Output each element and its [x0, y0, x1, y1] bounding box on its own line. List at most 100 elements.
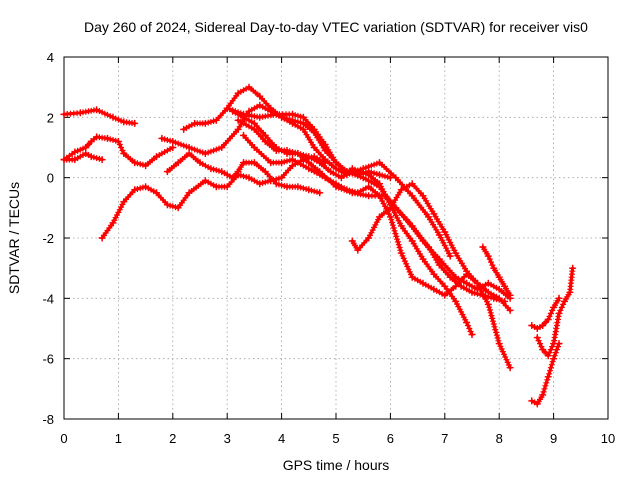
data-point — [408, 222, 416, 230]
data-point — [397, 186, 405, 194]
data-point — [109, 219, 117, 227]
x-tick-label: 2 — [169, 431, 176, 446]
data-point — [463, 279, 471, 287]
data-point — [484, 288, 492, 296]
data-point — [278, 159, 286, 167]
data-point — [201, 150, 209, 157]
y-axis-label: SDTVAR / TECUs — [6, 182, 22, 294]
data-point — [430, 270, 438, 278]
series-s8 — [223, 104, 514, 302]
y-tick-labels: -8 -6 -4 -2 0 2 4 — [42, 50, 54, 427]
grid — [64, 57, 608, 419]
data-point — [430, 210, 438, 218]
data-point — [555, 294, 563, 302]
data-point — [289, 110, 296, 118]
data-point — [354, 246, 362, 254]
data-point — [261, 131, 269, 139]
x-tick-label: 10 — [601, 431, 615, 446]
data-point — [212, 183, 220, 191]
data-point — [256, 180, 264, 188]
data-point — [484, 300, 492, 308]
data-point — [163, 168, 171, 176]
data-point — [201, 177, 209, 185]
data-point — [261, 168, 269, 176]
data-point — [446, 273, 454, 281]
data-point — [473, 279, 481, 287]
data-point — [185, 189, 193, 197]
data-point — [71, 156, 79, 164]
data-point — [256, 101, 264, 109]
data-point — [163, 201, 171, 209]
data-point — [365, 192, 373, 200]
data-point — [463, 267, 471, 275]
data-point — [131, 159, 139, 167]
data-point — [441, 228, 449, 236]
data-point — [348, 165, 356, 173]
data-point — [256, 92, 264, 100]
data-point — [71, 148, 79, 156]
data-point — [501, 282, 509, 290]
data-point — [495, 285, 503, 293]
data-point — [539, 391, 547, 399]
data-point — [533, 400, 541, 408]
data-point — [316, 189, 324, 197]
series-s13 — [479, 243, 514, 299]
data-point — [153, 153, 160, 161]
data-point — [533, 325, 541, 332]
data-point — [452, 282, 460, 290]
data-point — [131, 186, 139, 194]
data-point — [245, 174, 253, 182]
data-point — [343, 186, 351, 194]
y-tick-label: -4 — [42, 291, 54, 306]
data-point — [283, 183, 291, 191]
data-point — [278, 174, 286, 182]
data-point — [337, 174, 345, 182]
data-point — [223, 104, 231, 112]
data-point — [348, 237, 356, 245]
x-axis-label: GPS time / hours — [283, 457, 390, 473]
data-point — [495, 294, 503, 302]
data-point — [98, 156, 106, 164]
data-point — [392, 174, 400, 182]
x-tick-label: 8 — [496, 431, 503, 446]
data-point — [218, 168, 226, 176]
data-point — [354, 189, 362, 197]
data-point — [446, 252, 454, 260]
data-point — [82, 144, 90, 151]
data-point — [452, 249, 460, 257]
data-point — [174, 159, 182, 167]
data-point — [435, 261, 443, 269]
data-point — [240, 113, 247, 121]
data-point — [484, 252, 492, 260]
data-point — [229, 174, 237, 182]
data-point — [207, 165, 215, 173]
data-point — [386, 204, 394, 212]
data-point — [272, 147, 280, 154]
x-tick-label: 7 — [441, 431, 448, 446]
data-point — [87, 138, 95, 145]
series-markers — [164, 150, 323, 196]
data-point — [131, 119, 139, 127]
data-point — [397, 222, 405, 230]
data-point — [294, 183, 302, 191]
series-s14 — [528, 294, 563, 332]
data-series — [60, 83, 577, 408]
data-point — [289, 162, 296, 170]
data-point — [174, 204, 182, 212]
data-point — [283, 147, 291, 154]
data-point — [332, 159, 340, 167]
data-point — [234, 168, 242, 176]
x-tick-label: 0 — [60, 431, 67, 446]
data-point — [397, 249, 405, 257]
data-point — [169, 144, 177, 151]
x-tick-label: 9 — [550, 431, 557, 446]
x-tick-label: 3 — [224, 431, 231, 446]
data-point — [506, 364, 514, 372]
data-point — [376, 159, 383, 167]
data-point — [495, 340, 503, 348]
data-point — [528, 397, 536, 405]
y-tick-label: 0 — [47, 171, 54, 186]
data-point — [289, 119, 296, 127]
